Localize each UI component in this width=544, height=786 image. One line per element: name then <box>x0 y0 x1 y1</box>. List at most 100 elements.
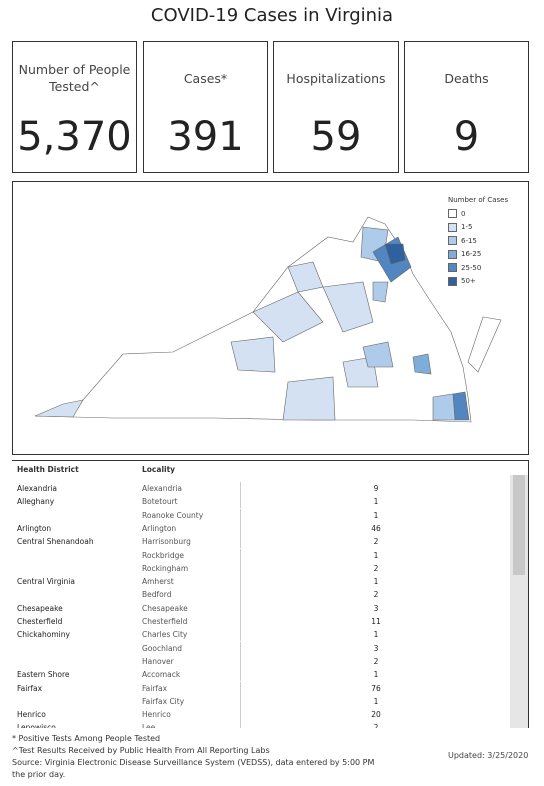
region <box>252 291 324 343</box>
kpi-label: Deaths <box>444 70 489 86</box>
locality-cell: Goochland <box>142 643 183 653</box>
locality-cell: Lee <box>142 723 156 728</box>
footnote: ^Test Results Received by Public Health … <box>12 746 270 755</box>
district-cell: Lenowisco <box>17 723 56 728</box>
cases-cell: 1 <box>240 548 511 562</box>
district-cell: Arlington <box>17 523 52 533</box>
legend-swatch <box>448 263 457 273</box>
cases-cell: 2 <box>240 721 511 728</box>
district-cell: Alexandria <box>17 484 58 494</box>
header-cell: Health District <box>17 465 79 475</box>
legend-swatch <box>448 236 457 246</box>
cases-cell: 1 <box>240 495 511 509</box>
region <box>230 336 276 373</box>
locality-cell: Arlington <box>142 523 177 533</box>
cases-cell: 2 <box>240 561 511 575</box>
legend-label: 25-50 <box>461 263 482 272</box>
legend-swatch <box>448 222 457 232</box>
map-panel <box>12 181 529 455</box>
cases-cell: 9 <box>240 482 511 496</box>
locality-cell: Harrisonburg <box>142 537 191 547</box>
table-row: Hanover 2 <box>12 654 511 669</box>
scrollbar[interactable] <box>510 475 528 728</box>
cases-cell: 3 <box>240 601 511 615</box>
table-row: Rockingham 2 <box>12 561 511 575</box>
table-row: Chickahominy Charles City 1 <box>12 628 511 642</box>
table-header: Health District Locality <box>12 463 510 476</box>
cases-cell: 11 <box>240 615 511 629</box>
locality-cell: Alexandria <box>142 484 183 494</box>
table: Health District Locality Alexandria Alexa… <box>12 460 529 728</box>
locality-cell: Accomack <box>142 670 181 680</box>
locality-cell: Rockingham <box>142 563 189 573</box>
region <box>432 393 456 421</box>
cases-cell: 76 <box>240 681 511 695</box>
locality-cell: Roanoke County <box>142 510 204 520</box>
legend-item: 16-25 <box>448 248 508 262</box>
footnotes: * Positive Tests Among People Tested ^Tes… <box>12 733 374 781</box>
footnote: Source: Virginia Electronic Disease Surv… <box>12 758 375 767</box>
locality-cell: Hanover <box>142 656 174 666</box>
district-cell: Alleghany <box>17 497 55 507</box>
table-row: Lenowisco Lee 2 <box>12 721 510 728</box>
legend-label: 1-5 <box>461 223 473 232</box>
legend-item: 0 <box>448 207 508 221</box>
table-row: Alexandria Alexandria 9 <box>12 482 511 496</box>
legend-title: Number of Cases <box>448 196 509 204</box>
table-row: Central Virginia Amherst 1 <box>12 575 510 589</box>
legend-item: 1-5 <box>448 221 508 235</box>
legend-swatch <box>448 209 457 219</box>
district-cell: Central Shenandoah <box>17 537 94 547</box>
locality-cell: Bedford <box>142 590 172 600</box>
district-cell: Fairfax <box>17 683 43 693</box>
legend: Number of Cases 0 1-5 6-15 16-25 25-50 50+ <box>448 196 508 288</box>
map <box>34 216 502 423</box>
cases-cell: 1 <box>240 508 511 522</box>
region <box>362 341 394 368</box>
table-row: Arlington Arlington 46 <box>12 521 510 536</box>
cases-cell: 2 <box>240 588 511 602</box>
table-row: Fairfax City 1 <box>12 694 511 708</box>
locality-cell: Henrico <box>142 710 171 720</box>
legend-label: 6-15 <box>461 236 477 245</box>
table-row: Central Shenandoah Harrisonburg 2 <box>12 535 510 549</box>
district-cell: Eastern Shore <box>17 670 70 680</box>
table-row: Goochland 3 <box>12 641 510 655</box>
locality-cell: Rockbridge <box>142 550 184 560</box>
scroll-thumb[interactable] <box>513 475 525 575</box>
table-row: Eastern Shore Accomack 1 <box>12 668 511 682</box>
cases-cell: 1 <box>240 628 511 642</box>
legend-label: 0 <box>461 209 466 218</box>
kpi-value: 9 <box>453 114 480 160</box>
cases-cell: 20 <box>240 708 511 722</box>
table-row: Chesterfield Chesterfield 11 <box>12 615 511 629</box>
kpi-card: Number of People Tested^ 5,370 <box>12 41 137 173</box>
kpi-value: 391 <box>167 114 244 160</box>
kpi-card: Deaths 9 <box>404 41 529 173</box>
region <box>384 243 406 265</box>
locality-cell: Chesapeake <box>142 603 188 613</box>
locality-cell: Chesterfield <box>142 617 188 627</box>
table-row: Rockbridge 1 <box>12 548 511 562</box>
cases-cell: 1 <box>240 668 511 682</box>
map-shapes <box>34 216 502 423</box>
footnote: * Positive Tests Among People Tested <box>12 734 161 743</box>
state-outline <box>34 216 472 423</box>
kpi-value: 59 <box>310 114 362 160</box>
kpi-card: Hospitalizations 59 <box>273 41 399 173</box>
kpi-value: 5,370 <box>17 114 132 160</box>
cases-cell: 1 <box>240 694 511 708</box>
cases-cell: 2 <box>240 654 511 669</box>
locality-cell: Botetourt <box>142 497 178 507</box>
updated: Updated: 3/25/2020 <box>448 751 529 760</box>
locality-cell: Amherst <box>142 577 174 587</box>
kpi-label: Cases* <box>183 70 228 86</box>
region <box>372 281 389 303</box>
eastern-shore <box>467 316 502 373</box>
district-cell: Central Virginia <box>17 577 75 587</box>
table-row: Roanoke County 1 <box>12 508 511 522</box>
region <box>412 353 432 375</box>
kpi-label: Number of People Tested^ <box>18 62 131 94</box>
kpi-card: Cases* 391 <box>143 41 268 173</box>
